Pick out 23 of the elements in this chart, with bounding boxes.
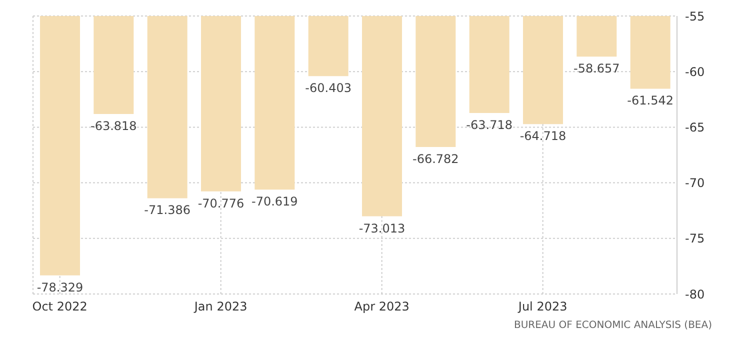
data-label: -71.386 — [144, 203, 190, 218]
y-tick-label: -80 — [685, 287, 705, 302]
y-tick-label: -70 — [685, 176, 705, 190]
x-tick-label: Jul 2023 — [517, 300, 568, 314]
x-tick-label: Oct 2022 — [32, 300, 88, 314]
data-label: -78.329 — [36, 280, 84, 294]
data-label: -63.718 — [466, 118, 512, 132]
y-tick-label: -75 — [685, 232, 705, 246]
data-label: -61.542 — [627, 94, 674, 108]
data-label: -58.657 — [574, 62, 620, 76]
x-tick-label: Apr 2023 — [354, 300, 410, 314]
data-label: -70.776 — [198, 196, 244, 210]
x-tick-label: Jan 2023 — [193, 300, 248, 314]
text: BUREAU OF ECONOMIC ANALYSIS (BEA) — [514, 320, 712, 331]
data-label: -70.619 — [252, 194, 298, 209]
data-label: -66.782 — [412, 152, 459, 166]
data-label: -63.818 — [90, 119, 137, 134]
data-label: -73.013 — [358, 221, 406, 236]
data-label: -60.403 — [305, 81, 352, 96]
y-tick-label: -65 — [685, 120, 705, 134]
y-tick-label: -55 — [685, 9, 705, 24]
y-tick-label: -60 — [685, 64, 705, 79]
data-label: -64.718 — [520, 129, 566, 144]
